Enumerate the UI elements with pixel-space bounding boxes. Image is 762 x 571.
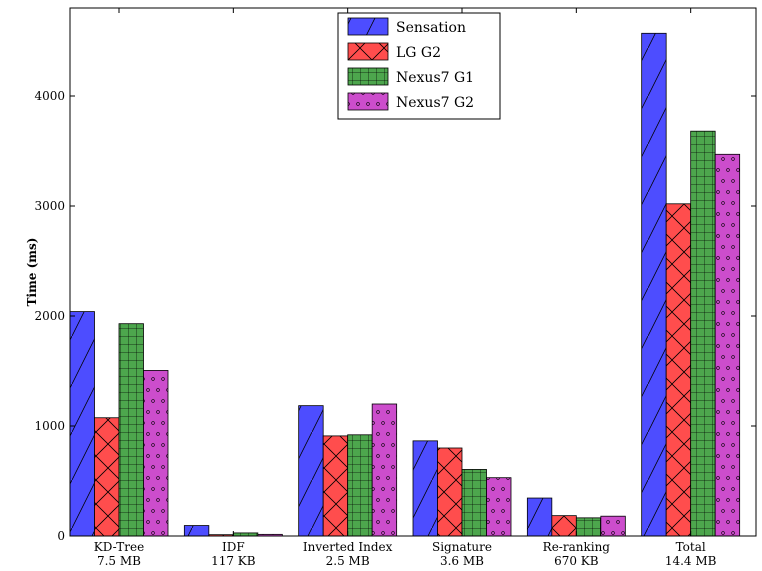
legend: Sensation LG G2 Nexus7 G1 Nexus7 G2 — [337, 12, 501, 120]
bar-hatch-sensation — [526, 497, 553, 537]
legend-label-sensation: Sensation — [396, 20, 466, 36]
y-axis: 0 1000 2000 3000 4000 — [34, 89, 756, 543]
x-tick-label: Inverted Index — [303, 540, 393, 554]
bar-hatch-lg-g2 — [665, 203, 692, 537]
bar-hatch-sensation — [641, 32, 667, 537]
y-tick-label: 4000 — [34, 89, 65, 103]
y-tick-label: 2000 — [34, 309, 65, 323]
x-tick-label: Re-ranking — [543, 540, 611, 554]
bar-hatch-nexus7-g2 — [714, 153, 741, 537]
legend-label-nexus7-g2: Nexus7 G2 — [396, 95, 474, 111]
legend-swatch-hatch-sensation — [347, 17, 389, 36]
y-axis-label: Time (ms) — [25, 238, 39, 307]
bar-hatch-nexus7-g1 — [690, 130, 716, 537]
bar-hatch-nexus7-g2 — [143, 370, 169, 537]
bar-hatch-sensation — [69, 311, 95, 537]
bar-hatch-sensation — [298, 405, 324, 537]
x-tick-sublabel: 7.5 MB — [97, 554, 141, 568]
x-tick-label: IDF — [222, 540, 245, 554]
x-tick-label: Signature — [432, 540, 492, 554]
bar-hatch-lg-g2 — [322, 435, 349, 537]
bar-hatch-lg-g2 — [437, 447, 463, 537]
bar-hatch-nexus7-g1 — [575, 517, 602, 537]
y-tick-label: 1000 — [34, 419, 65, 433]
bar-hatch-lg-g2 — [94, 417, 120, 537]
legend-label-lg-g2: LG G2 — [396, 45, 441, 61]
y-tick-label: 0 — [57, 529, 65, 543]
bar-hatch-nexus7-g1 — [118, 323, 144, 537]
x-tick-sublabel: 670 KB — [554, 554, 599, 568]
bar-hatch-lg-g2 — [551, 515, 577, 537]
x-tick-label: Total — [676, 540, 706, 554]
y-tick-label: 3000 — [34, 199, 65, 213]
legend-swatch-hatch-nexus7-g1 — [347, 67, 389, 86]
plot-frame — [69, 7, 757, 537]
legend-label-nexus7-g1: Nexus7 G1 — [396, 70, 474, 86]
legend-swatch-hatch-nexus7-g2 — [347, 92, 389, 111]
bar-hatch-sensation — [183, 525, 210, 537]
bar-hatch-nexus7-g2 — [486, 477, 512, 537]
x-tick-sublabel: 3.6 MB — [440, 554, 484, 568]
x-tick-sublabel: 2.5 MB — [326, 554, 370, 568]
bar-hatch-nexus7-g1 — [347, 434, 373, 537]
bar-hatch-nexus7-g2 — [600, 515, 626, 537]
bar-hatch-nexus7-g1 — [461, 469, 487, 537]
x-tick-sublabel: 14.4 MB — [665, 554, 717, 568]
legend-swatch-hatch-lg-g2 — [347, 42, 389, 61]
x-tick-label: KD-Tree — [94, 540, 144, 554]
bar-hatch-nexus7-g2 — [371, 403, 398, 537]
bar-hatch-sensation — [412, 440, 438, 537]
x-tick-sublabel: 117 KB — [211, 554, 256, 568]
bars-group — [69, 32, 741, 537]
